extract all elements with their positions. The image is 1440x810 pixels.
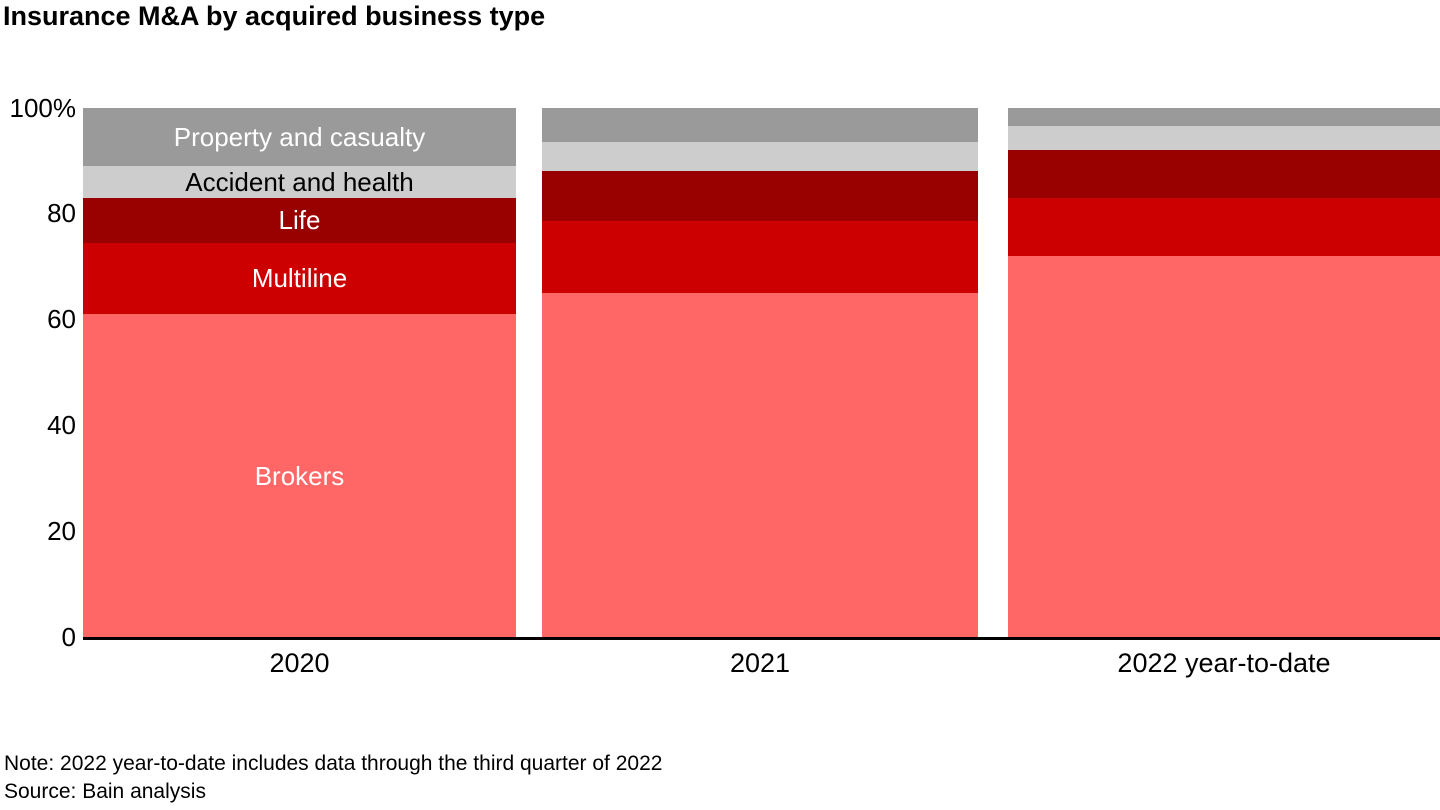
- footnote: Note: 2022 year-to-date includes data th…: [4, 752, 663, 775]
- stacked-bar-2021: [542, 0, 978, 637]
- y-axis-tick-label: 100%: [9, 92, 77, 123]
- segment-property-and-casualty: [1008, 107, 1440, 127]
- segment-accident-and-health: [83, 165, 516, 198]
- x-axis-line: [83, 637, 1440, 640]
- segment-brokers: [542, 292, 978, 637]
- segment-accident-and-health: [1008, 126, 1440, 150]
- segment-life: [542, 171, 978, 222]
- segment-property-and-casualty: [542, 107, 978, 142]
- segment-label-life: Life: [278, 205, 321, 236]
- stacked-bar-2022-year-to-date: [1008, 0, 1440, 637]
- segment-multiline: [1008, 197, 1440, 256]
- segment-multiline: [83, 242, 516, 314]
- x-axis-label-2022-year-to-date: 2022 year-to-date: [1117, 648, 1331, 678]
- chart-title: Insurance M&A by acquired business type: [3, 1, 546, 31]
- source-note: Source: Bain analysis: [4, 780, 206, 803]
- y-axis-tick-label: 80: [47, 198, 76, 229]
- segment-accident-and-health: [542, 141, 978, 172]
- y-axis-tick-label: 20: [47, 516, 76, 547]
- y-axis-tick-label: 60: [47, 304, 76, 335]
- segment-multiline: [542, 221, 978, 293]
- segment-label-property-and-casualty: Property and casualty: [173, 121, 426, 152]
- y-axis-tick-label: 0: [61, 622, 76, 652]
- segment-brokers: [83, 314, 516, 637]
- segment-life: [1008, 149, 1440, 198]
- segment-label-brokers: Brokers: [254, 460, 345, 491]
- stacked-bar-2020: Brokers Multiline Life Accident and health P…: [83, 0, 516, 637]
- y-axis-tick-label: 40: [47, 410, 76, 441]
- segment-brokers: [1008, 255, 1440, 637]
- segment-label-accident-and-health: Accident and health: [185, 166, 414, 197]
- x-axis-label-2020: 2020: [269, 648, 330, 678]
- x-axis-label-2021: 2021: [729, 648, 791, 678]
- segment-life: [83, 197, 516, 243]
- segment-property-and-casualty: [83, 107, 516, 166]
- segment-label-multiline: Multiline: [251, 263, 348, 294]
